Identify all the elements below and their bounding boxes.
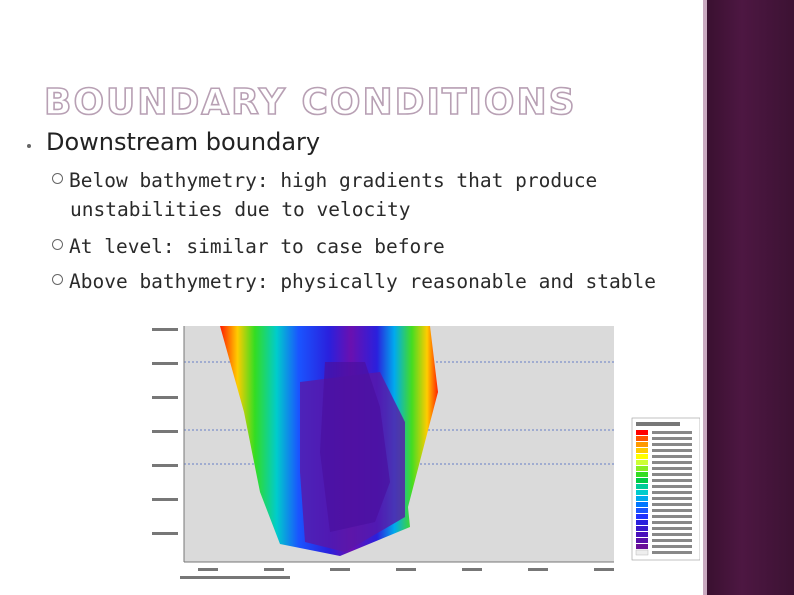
sub-bullet-2: At level: similar to case before (52, 232, 672, 261)
sub-bullet-text: Below bathymetry: high gradients that pr… (69, 169, 598, 192)
bullet-dot-icon (27, 144, 31, 148)
sub-bullet-3: Above bathymetry: physically reasonable … (52, 267, 672, 296)
ring-bullet-icon (52, 173, 63, 184)
sub-bullet-1: Below bathymetry: high gradients that pr… (52, 166, 672, 224)
sub-bullet-text: Above bathymetry: physically reasonable … (69, 270, 656, 293)
ring-bullet-icon (52, 239, 63, 250)
plot-legend (631, 417, 700, 561)
slide-title: BOUNDARY CONDITIONS (43, 81, 577, 124)
velocity-plot-image (152, 326, 700, 579)
decorative-band-edge (703, 0, 707, 595)
main-bullet: Downstream boundary (46, 128, 321, 156)
sub-bullet-text: At level: similar to case before (69, 235, 445, 258)
ring-bullet-icon (52, 274, 63, 285)
decorative-side-band (707, 0, 794, 595)
sub-bullet-text-continuation: unstabilities due to velocity (70, 198, 411, 221)
